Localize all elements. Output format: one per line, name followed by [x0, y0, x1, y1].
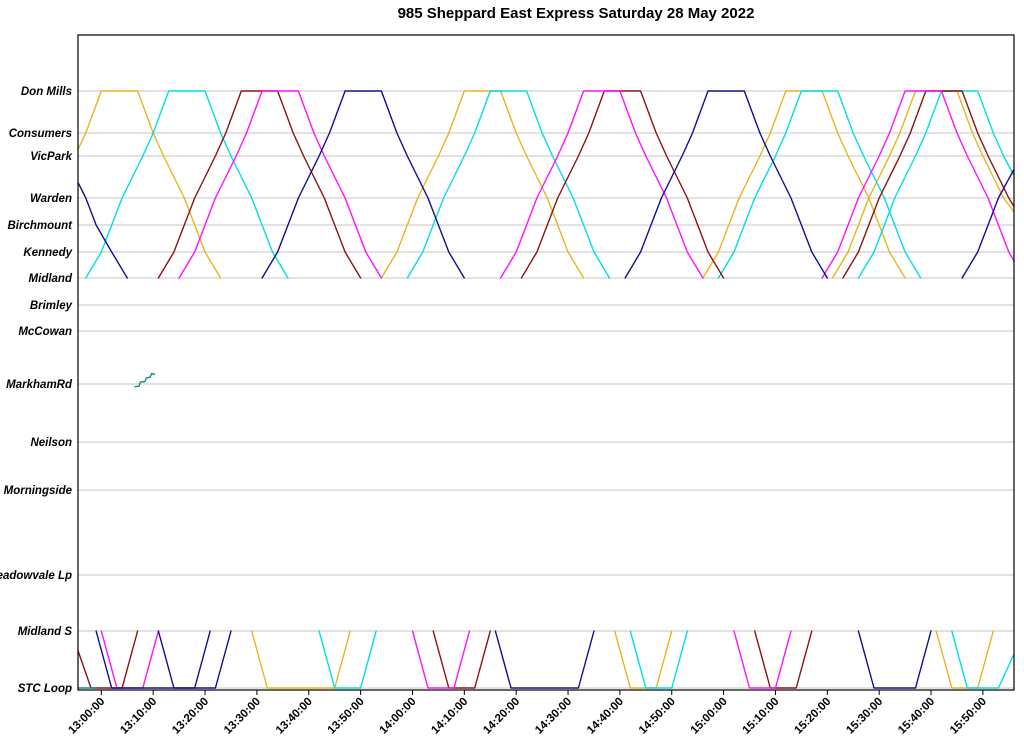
- trip-line-cyan-a: [318, 630, 377, 689]
- x-tick-label: 13:40:00: [274, 696, 315, 737]
- station-label: Morningside: [4, 485, 73, 497]
- x-tick-label: 13:00:00: [66, 696, 107, 737]
- trip-line-navy: [157, 630, 232, 689]
- trip-line-magenta: [411, 630, 471, 689]
- trip-line-navy: [78, 181, 129, 279]
- x-tick-label: 15:40:00: [896, 696, 937, 737]
- x-tick-label: 15:30:00: [844, 696, 885, 737]
- trip-line-navy-b: [95, 630, 211, 689]
- station-label: Midland: [29, 273, 73, 285]
- trip-line-magenta: [821, 90, 1014, 279]
- x-tick-label: 15:20:00: [792, 696, 833, 737]
- station-label: Birchmount: [7, 220, 73, 232]
- x-tick-label: 14:00:00: [378, 696, 419, 737]
- x-tick-label: 13:10:00: [118, 696, 159, 737]
- x-tick-label: 14:20:00: [481, 696, 522, 737]
- trip-line-teal: [134, 372, 156, 388]
- trip-line-darkred: [78, 630, 139, 689]
- x-tick-label: 13:20:00: [170, 696, 211, 737]
- trip-line-cyan-a: [406, 90, 611, 279]
- x-tick-label: 13:30:00: [222, 696, 263, 737]
- station-label: McCowan: [18, 326, 72, 338]
- x-tick-label: 15:00:00: [689, 696, 730, 737]
- station-label: Warden: [30, 193, 72, 205]
- trip-line-navy: [857, 630, 932, 689]
- trip-line-gold-a: [380, 90, 585, 279]
- station-label: Midland S: [18, 626, 73, 638]
- trip-line-cyan-a: [629, 630, 688, 689]
- trip-line-navy: [261, 90, 465, 279]
- trip-line-magenta: [178, 90, 383, 279]
- x-tick-label: 14:10:00: [429, 696, 470, 737]
- station-label: Brimley: [30, 300, 73, 312]
- trip-line-darkred: [520, 90, 725, 279]
- x-tick-label: 13:50:00: [326, 696, 367, 737]
- trip-line-darkred: [432, 630, 491, 689]
- station-label: MarkhamRd: [6, 379, 73, 391]
- station-label: Meadowvale Lp: [0, 570, 72, 582]
- station-label: Consumers: [9, 128, 72, 140]
- trip-line-cyan-a: [85, 90, 289, 279]
- station-label: Kennedy: [23, 247, 72, 259]
- trip-line-magenta: [499, 90, 704, 279]
- x-tick-label: 14:50:00: [637, 696, 678, 737]
- trip-line-cyan-a: [951, 630, 1014, 689]
- trip-line-gold-a: [614, 630, 673, 689]
- station-label: VicPark: [30, 151, 72, 163]
- x-tick-label: 14:30:00: [533, 696, 574, 737]
- x-tick-label: 14:40:00: [585, 696, 626, 737]
- x-tick-label: 15:10:00: [741, 696, 782, 737]
- trip-lines: [78, 90, 1014, 689]
- trip-line-darkred: [754, 630, 813, 689]
- plot-frame: [77, 34, 1015, 691]
- trip-line-cyan-b: [857, 90, 1014, 279]
- station-label: Neilson: [30, 437, 72, 449]
- x-tick-label: 15:50:00: [948, 696, 989, 737]
- trip-line-gold-b: [831, 90, 1014, 279]
- trip-line-gold-a: [78, 90, 222, 279]
- trip-line-magenta: [733, 630, 792, 689]
- trip-line-cyan-a: [717, 90, 922, 279]
- trip-line-navy: [494, 630, 595, 689]
- station-label: STC Loop: [18, 683, 72, 695]
- trip-line-navy: [961, 168, 1014, 279]
- trip-line-darkred: [157, 90, 362, 279]
- chart-title: 985 Sheppard East Express Saturday 28 Ma…: [397, 5, 755, 22]
- trip-line-darkred: [842, 90, 1014, 279]
- trip-line-gold-a: [935, 630, 994, 689]
- station-label: Don Mills: [21, 86, 72, 98]
- trip-line-navy: [624, 90, 828, 279]
- trip-line-gold-a: [250, 630, 351, 689]
